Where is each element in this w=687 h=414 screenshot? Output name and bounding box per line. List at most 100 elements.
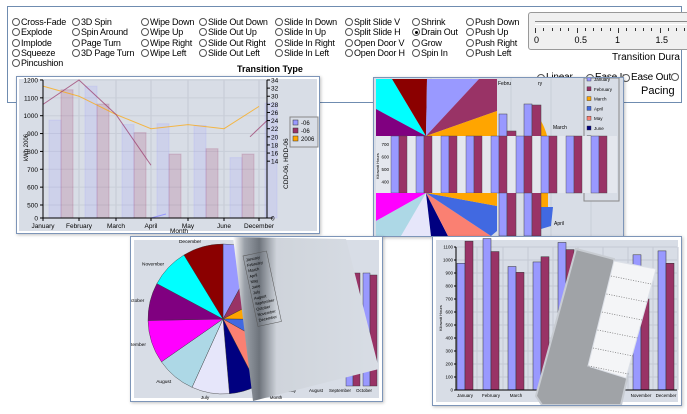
radio-spin-around[interactable]: Spin Around	[72, 27, 128, 37]
radio-slide-out-right[interactable]: Slide Out Right	[199, 38, 266, 48]
radio-split-slide-h[interactable]: Split Slide H	[345, 27, 401, 37]
radio-button-circle[interactable]	[199, 38, 207, 47]
pie-label: September	[131, 342, 146, 348]
radio-button-circle[interactable]	[345, 48, 353, 57]
radio-label: Spin Around	[81, 27, 128, 38]
radio-label: Cross-Fade	[21, 17, 67, 27]
y2-tick-label: 34	[271, 78, 279, 85]
radio-button-circle[interactable]	[12, 48, 20, 57]
radio-button-circle[interactable]	[275, 18, 283, 26]
radio-button-circle[interactable]	[141, 48, 149, 57]
radio-button-circle[interactable]	[199, 18, 207, 26]
radio-button-circle[interactable]	[275, 38, 283, 47]
legend-swatch	[292, 119, 299, 126]
radio-button-circle[interactable]	[72, 38, 80, 47]
radio-3d-page-turn[interactable]: 3D Page Turn	[72, 48, 134, 58]
radio-button-circle[interactable]	[72, 28, 80, 37]
radio-button-circle[interactable]	[12, 38, 20, 47]
bar	[590, 135, 600, 194]
radio-push-right[interactable]: Push Right	[466, 38, 517, 48]
slider-tick-label: 0	[534, 35, 540, 45]
radio-button-circle[interactable]	[72, 18, 80, 26]
radio-pacing-more[interactable]	[671, 73, 680, 81]
x-tick-label: December	[656, 393, 677, 398]
radio-push-left[interactable]: Push Left	[466, 48, 511, 58]
radio-button-circle[interactable]	[412, 48, 420, 57]
legend-swatch	[586, 115, 592, 121]
x-tick-label: December	[244, 223, 275, 230]
radio-button-circle[interactable]	[412, 38, 420, 47]
bar-december	[665, 263, 675, 391]
radio-button-circle[interactable]	[141, 38, 149, 47]
radio-button-circle[interactable]	[466, 28, 474, 37]
radio-button-circle[interactable]	[275, 28, 283, 37]
radio-button-circle[interactable]	[12, 18, 20, 26]
radio-button-circle[interactable]	[12, 59, 20, 68]
radio-button-circle[interactable]	[199, 48, 207, 57]
y2-tick-label: 32	[271, 86, 279, 93]
legend-swatch	[586, 106, 592, 111]
slider-tick	[651, 28, 653, 31]
radio-grow[interactable]: Grow	[412, 38, 442, 48]
radio-cross-fade[interactable]: Cross-Fade	[12, 17, 66, 27]
radio-wipe-left[interactable]: Wipe Left	[141, 48, 186, 58]
radio-slide-in-up[interactable]: Slide In Up	[275, 27, 326, 37]
x-tick-label: March	[107, 223, 125, 230]
radio-pincushion[interactable]: Pincushion	[12, 58, 63, 68]
radio-button-circle[interactable]	[275, 48, 283, 57]
radio-button-circle[interactable]	[412, 28, 420, 37]
radio-slide-out-down[interactable]: Slide Out Down	[199, 17, 268, 27]
legend-label: January	[594, 78, 611, 82]
radio-slide-in-down[interactable]: Slide In Down	[275, 17, 337, 27]
radio-pacing-ease-out[interactable]: Ease Out	[622, 73, 671, 83]
radio-wipe-right[interactable]: Wipe Right	[141, 38, 192, 48]
radio-slide-in-right[interactable]: Slide In Right	[275, 38, 335, 48]
radio-explode[interactable]: Explode	[12, 27, 52, 37]
radio-button-circle[interactable]	[466, 18, 474, 26]
x-tick-label: November	[631, 393, 652, 398]
radio-wipe-down[interactable]: Wipe Down	[141, 17, 194, 27]
radio-label: Split Slide V	[354, 17, 400, 27]
radio-squeeze[interactable]: Squeeze	[12, 48, 55, 58]
radio-button-circle[interactable]	[199, 28, 207, 37]
bar-hidden	[532, 261, 542, 391]
page-turn-pie-panel: JulyAugustSeptemberOctoberMonthJulyAugus…	[130, 236, 383, 402]
radio-button-circle[interactable]	[345, 18, 353, 26]
radio-button-circle[interactable]	[412, 18, 420, 26]
y-axis-title: kWh 2006	[24, 133, 30, 161]
radio-button-circle[interactable]	[72, 48, 80, 57]
radio-button-circle[interactable]	[345, 28, 353, 37]
radio-button-circle[interactable]	[141, 28, 149, 37]
radio-button-circle[interactable]	[12, 28, 20, 37]
radio-push-up[interactable]: Push Up	[466, 27, 508, 37]
pie-fragment	[376, 109, 426, 136]
radio-page-turn[interactable]: Page Turn	[72, 38, 121, 48]
radio-button-circle[interactable]	[345, 38, 353, 47]
bar-may	[205, 148, 219, 219]
radio-open-door-h[interactable]: Open Door H	[345, 48, 405, 58]
radio-wipe-up[interactable]: Wipe Up	[141, 27, 183, 37]
radio-drain-out[interactable]: Drain Out	[412, 27, 458, 37]
transition-duration-slider[interactable]: 0 0.5 1 1.5	[528, 12, 687, 50]
y-tick-label: 0	[450, 388, 453, 393]
radio-implode[interactable]: Implode	[12, 38, 52, 48]
bar-february	[84, 85, 98, 219]
radio-button-circle[interactable]	[466, 48, 474, 57]
radio-3d-spin[interactable]: 3D Spin	[72, 17, 112, 27]
x-axis-title: Month	[270, 395, 283, 400]
legend-label: April	[594, 106, 603, 111]
radio-open-door-v[interactable]: Open Door V	[345, 38, 405, 48]
slider-track[interactable]	[535, 21, 687, 25]
radio-slide-out-up[interactable]: Slide Out Up	[199, 27, 257, 37]
radio-spin-in[interactable]: Spin In	[412, 48, 448, 58]
radio-slide-in-left[interactable]: Slide In Left	[275, 48, 329, 58]
radio-shrink[interactable]: Shrink	[412, 17, 446, 27]
sheet-dotted-line	[606, 293, 647, 303]
radio-button-circle[interactable]	[141, 18, 149, 26]
radio-push-down[interactable]: Push Down	[466, 17, 519, 27]
radio-button-circle[interactable]	[466, 38, 474, 47]
radio-button-circle[interactable]	[671, 73, 679, 81]
slider-tick	[659, 28, 661, 33]
radio-slide-out-left[interactable]: Slide Out Left	[199, 48, 260, 58]
radio-split-slide-v[interactable]: Split Slide V	[345, 17, 400, 27]
